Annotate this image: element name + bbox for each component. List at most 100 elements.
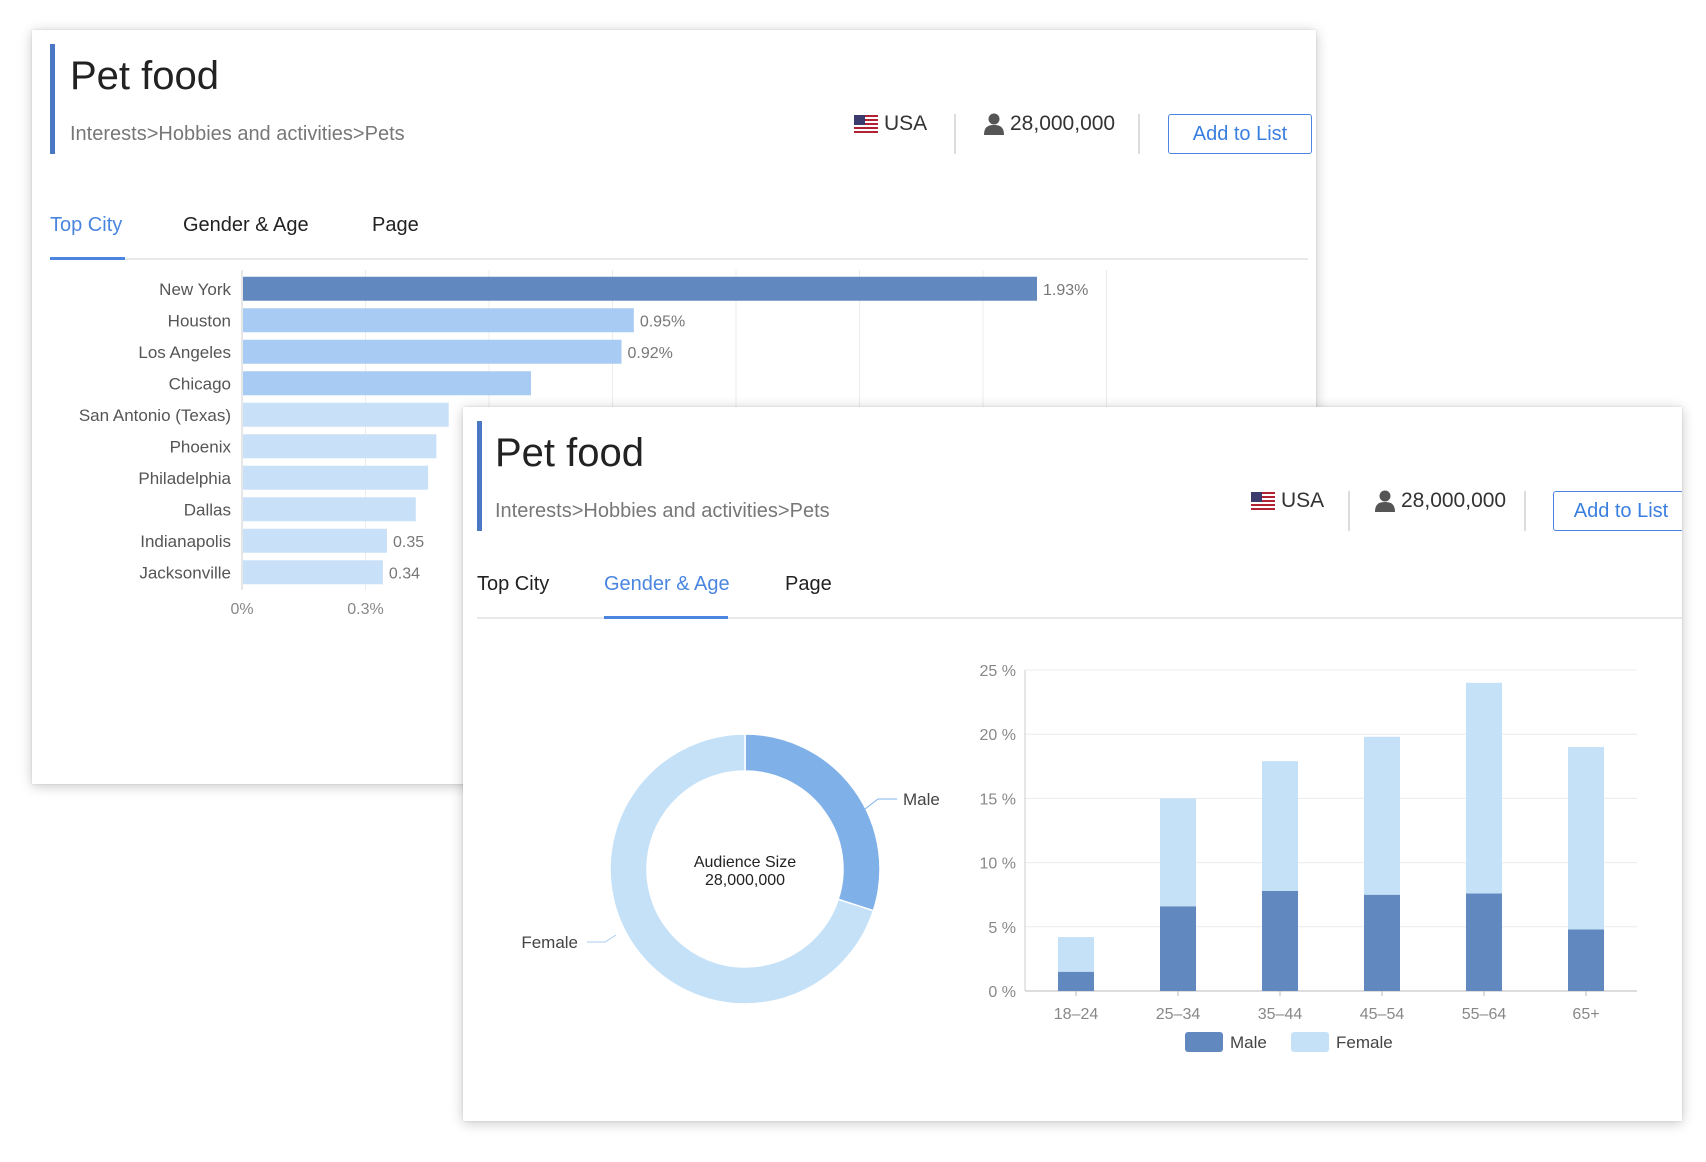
us-flag-icon	[854, 115, 878, 133]
bar	[243, 402, 449, 427]
legend-swatch-male	[1185, 1032, 1223, 1052]
x-tick-label: 25–34	[1156, 1006, 1201, 1023]
category-label: New York	[159, 280, 231, 299]
country-indicator: USA	[854, 112, 927, 136]
audience-size-indicator: 28,000,000	[984, 112, 1115, 136]
bar-segment	[1568, 747, 1604, 930]
y-tick-label: 10 %	[980, 856, 1016, 873]
x-tick-label: 35–44	[1258, 1006, 1303, 1023]
tab-page[interactable]: Page	[372, 214, 419, 236]
tab-gender-age[interactable]: Gender & Age	[183, 214, 309, 236]
bar	[243, 528, 387, 553]
audience-card-gender-age: Pet food Interests>Hobbies and activitie…	[463, 407, 1682, 1121]
bar	[243, 371, 531, 396]
donut-center-label: Audience Size	[694, 854, 796, 871]
data-label: 0.92%	[627, 345, 672, 362]
bar-segment	[1364, 736, 1400, 895]
tab-gender-age[interactable]: Gender & Age	[604, 573, 730, 595]
us-flag-icon	[1251, 492, 1275, 510]
category-label: Houston	[168, 311, 231, 330]
active-tab-indicator	[50, 257, 125, 260]
category-label: Los Angeles	[138, 343, 231, 362]
bar	[243, 434, 437, 459]
category-label: Phoenix	[170, 437, 232, 456]
leader-line	[587, 934, 617, 943]
x-tick-label: 55–64	[1462, 1006, 1507, 1023]
y-tick-label: 15 %	[980, 791, 1016, 808]
category-label: Chicago	[169, 374, 231, 393]
page-title: Pet food	[70, 54, 220, 98]
bar	[243, 276, 1037, 301]
add-to-list-button[interactable]: Add to List	[1168, 114, 1312, 154]
audience-size-value: 28,000,000	[1010, 112, 1116, 135]
bar-segment	[1262, 890, 1298, 991]
x-tick-label: 18–24	[1054, 1006, 1099, 1023]
category-label: Jacksonville	[139, 563, 231, 582]
person-icon	[1375, 490, 1395, 512]
data-label: 1.93%	[1043, 282, 1088, 299]
x-tick-label: 45–54	[1360, 1006, 1405, 1023]
x-tick-label: 65+	[1572, 1006, 1599, 1023]
active-tab-indicator	[604, 616, 728, 619]
data-label: 0.35	[393, 534, 424, 551]
y-tick-label: 20 %	[980, 727, 1016, 744]
country-label: USA	[884, 112, 928, 135]
bar-segment	[1466, 682, 1502, 894]
leader-line	[864, 798, 897, 810]
top-city-bar-chart: New York 1.93% Houston 0.95% Los Angeles 0.92…	[79, 270, 1107, 618]
category-label: Dallas	[184, 500, 231, 519]
divider	[1524, 491, 1526, 531]
tab-top-city[interactable]: Top City	[477, 573, 550, 595]
category-label: San Antonio (Texas)	[79, 406, 231, 425]
person-icon	[984, 113, 1004, 135]
y-tick-label: 5 %	[988, 920, 1016, 937]
bar-segment	[1364, 894, 1400, 991]
breadcrumb: Interests>Hobbies and activities>Pets	[70, 123, 405, 145]
tab-page[interactable]: Page	[785, 573, 832, 595]
category-label: Philadelphia	[138, 469, 231, 488]
tab-bar: Top City Gender & Age Page	[477, 543, 1682, 619]
y-tick-label: 25 %	[980, 663, 1016, 680]
country-indicator: USA	[1251, 489, 1324, 513]
bar-segment	[1058, 971, 1094, 991]
bar	[243, 465, 429, 490]
divider	[1138, 114, 1140, 154]
x-tick-label: 0%	[230, 601, 253, 618]
bar	[243, 308, 634, 333]
age-stacked-bar-chart: 0 % 5 % 10 % 15 % 20 % 25 % 18–24 25–34 35–44 45–…	[980, 663, 1637, 1052]
page-title: Pet food	[495, 431, 645, 475]
bar-segment	[1160, 798, 1196, 907]
category-label: Indianapolis	[140, 532, 231, 551]
bar-segment	[1058, 937, 1094, 972]
bar	[243, 339, 622, 364]
title-accent-bar	[477, 421, 482, 531]
legend-label: Female	[1336, 1033, 1393, 1052]
bar	[243, 560, 383, 585]
title-accent-bar	[50, 44, 55, 154]
y-tick-label: 0 %	[988, 984, 1016, 1001]
divider	[954, 114, 956, 154]
tab-top-city[interactable]: Top City	[50, 214, 123, 236]
breadcrumb: Interests>Hobbies and activities>Pets	[495, 500, 830, 522]
slice-label: Male	[903, 790, 940, 809]
donut-slice	[609, 733, 875, 1005]
bar-segment	[1160, 906, 1196, 991]
data-label: 0.34	[389, 565, 420, 582]
bar-segment	[1568, 929, 1604, 991]
audience-size-indicator: 28,000,000	[1375, 489, 1506, 513]
x-tick-label: 0.3%	[347, 601, 383, 618]
country-label: USA	[1281, 489, 1325, 512]
bar-segment	[1466, 893, 1502, 991]
divider	[1348, 491, 1350, 531]
bar	[243, 497, 416, 522]
audience-size-value: 28,000,000	[1401, 489, 1507, 512]
tab-bar: Top City Gender & Age Page	[50, 184, 1308, 260]
donut-center-value: 28,000,000	[705, 872, 785, 889]
slice-label: Female	[521, 933, 578, 952]
bar-segment	[1262, 761, 1298, 891]
data-label: 0.95%	[640, 313, 685, 330]
add-to-list-button[interactable]: Add to List	[1553, 491, 1682, 531]
legend-swatch-female	[1291, 1032, 1329, 1052]
legend-label: Male	[1230, 1033, 1267, 1052]
